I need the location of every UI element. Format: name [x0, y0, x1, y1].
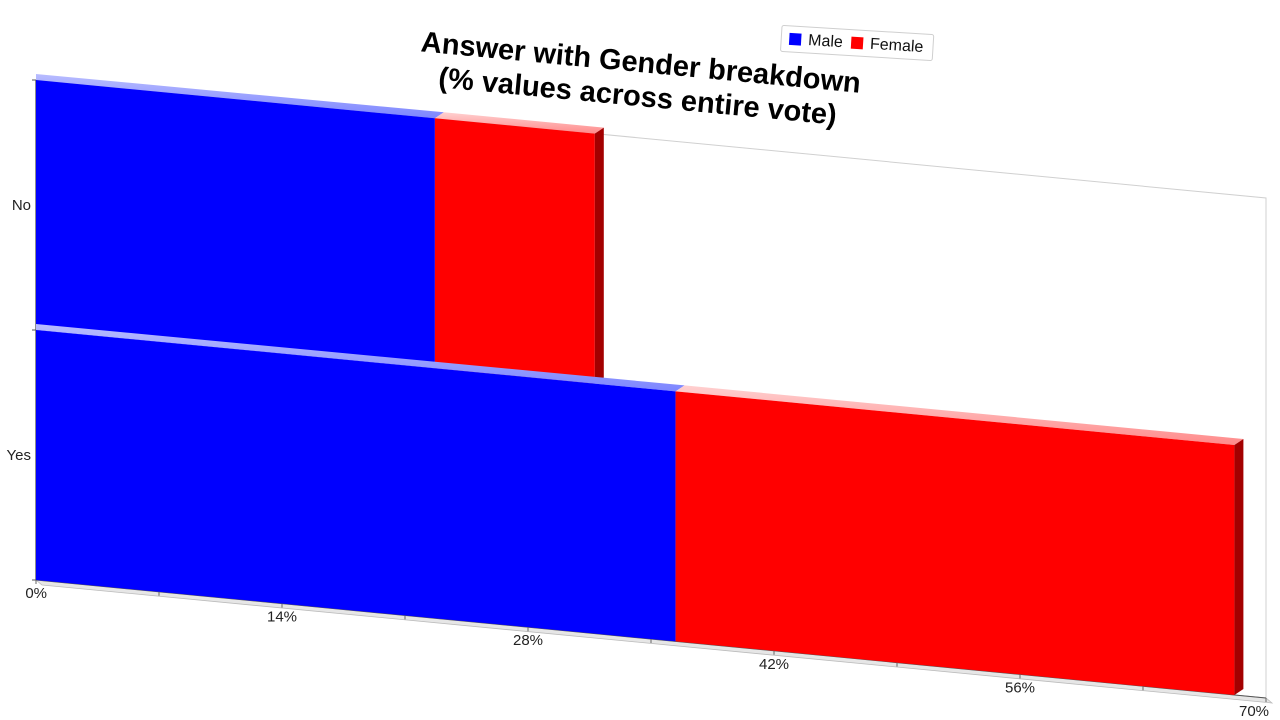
legend-swatch-male	[788, 32, 802, 46]
x-tick-label: 56%	[1005, 679, 1035, 696]
x-tick-label: 70%	[1239, 703, 1269, 720]
legend: Male Female	[780, 25, 935, 62]
legend-label-male: Male	[808, 32, 844, 51]
x-tick-label: 42%	[759, 656, 789, 673]
bar-no-male	[36, 74, 444, 369]
bar-yes-male	[36, 324, 685, 642]
legend-label-female: Female	[870, 36, 924, 56]
bar-no-female	[434, 112, 604, 384]
x-tick-label: 28%	[513, 632, 543, 649]
legend-swatch-female	[850, 36, 864, 50]
category-label-yes: Yes	[7, 447, 31, 464]
category-label-no: No	[12, 197, 31, 214]
x-tick-label: 0%	[25, 585, 47, 602]
bar-yes-female	[675, 385, 1244, 695]
x-tick-label: 14%	[267, 609, 297, 626]
